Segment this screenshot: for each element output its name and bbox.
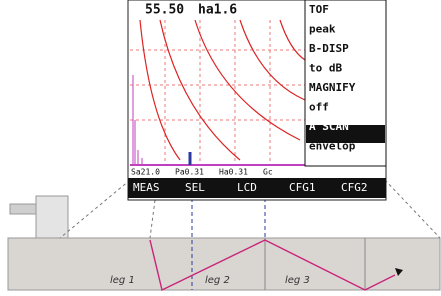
menu-item[interactable]: envelop [309, 140, 356, 153]
menu-item[interactable]: A SCAN [309, 120, 349, 133]
tab[interactable]: CFG1 [289, 181, 316, 194]
menu-item[interactable]: TOF [309, 3, 329, 16]
status-value: Sa21.0 [131, 168, 160, 177]
status-value: Pa0.31 [175, 168, 204, 177]
tab[interactable]: LCD [237, 181, 257, 194]
tab[interactable]: CFG2 [341, 181, 368, 194]
leg-label: leg 3 [285, 275, 310, 286]
menu-item[interactable]: peak [309, 23, 336, 36]
readout: 55.50 [145, 3, 184, 18]
menu-item[interactable]: B-DISP [309, 42, 349, 55]
menu-item[interactable]: MAGNIFY [309, 81, 356, 94]
scene: 55.50 ha1.6 TOF peak B-DISP to dB MAGNIFY off A … [0, 0, 441, 292]
menu-item[interactable]: off [309, 101, 329, 114]
probe [36, 196, 68, 238]
leg-label: leg 2 [205, 275, 230, 286]
probe-cable [10, 204, 38, 214]
readout: ha1.6 [198, 3, 237, 18]
status-value: Ha0.31 [219, 168, 248, 177]
menu-item[interactable]: to dB [309, 62, 342, 75]
status-value: Gc [263, 168, 273, 177]
tab[interactable]: MEAS [133, 181, 160, 194]
leg-label: leg 1 [110, 275, 135, 286]
tab[interactable]: SEL [185, 181, 205, 194]
